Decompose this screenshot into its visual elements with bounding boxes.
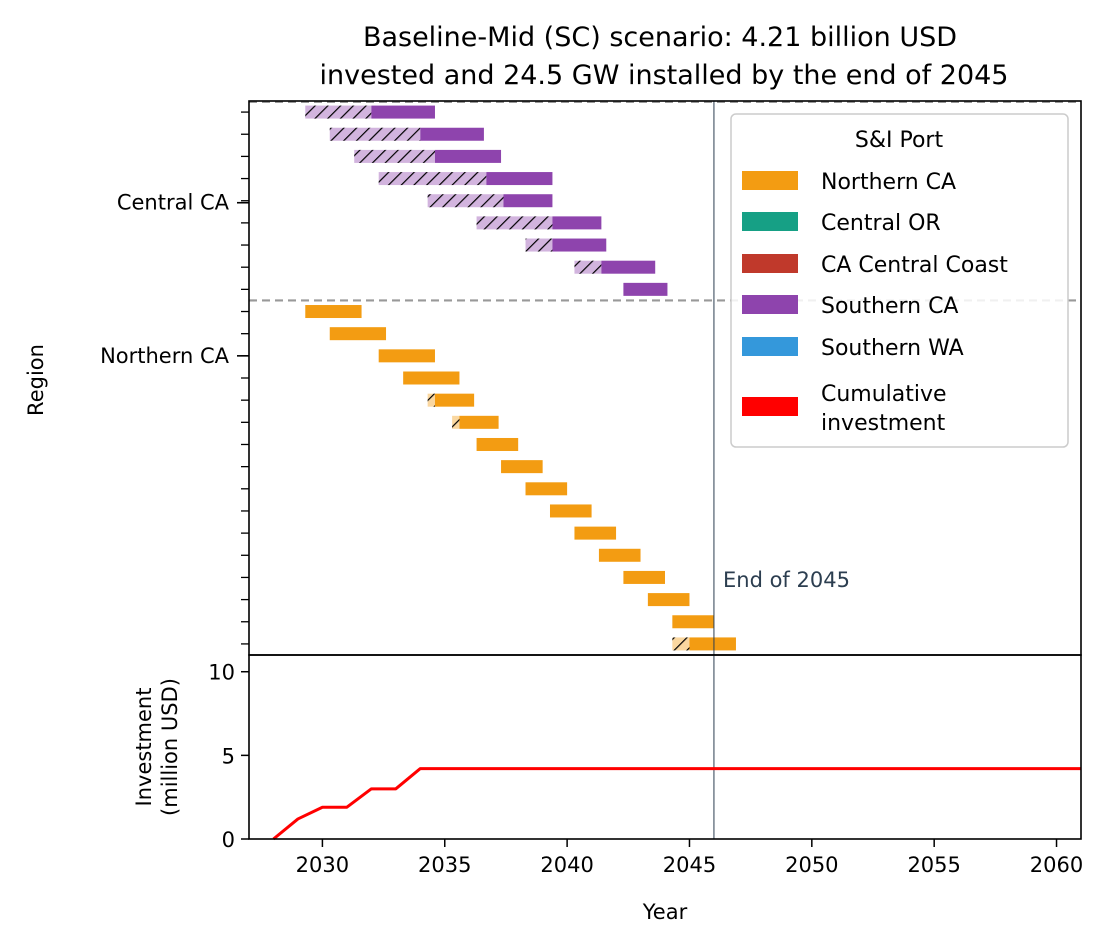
gantt-install-bar bbox=[549, 504, 592, 518]
legend-entry-label: Southern CA bbox=[821, 294, 958, 319]
legend-title: S&I Port bbox=[855, 128, 944, 153]
investment-panel: 2030 2035 2040 2045 2050 2055 2060 0 5 10 Year I… bbox=[132, 654, 1083, 924]
legend-swatch bbox=[742, 337, 798, 356]
legend-swatch bbox=[742, 254, 798, 273]
gantt-install-bar bbox=[501, 460, 543, 474]
gantt-install-bar bbox=[403, 371, 460, 385]
legend-entry-label: Northern CA bbox=[821, 170, 956, 195]
gantt-prep-hatch bbox=[427, 194, 504, 208]
legend-swatch bbox=[742, 171, 798, 190]
x-tick-label: 2055 bbox=[907, 853, 960, 877]
gantt-install-bar bbox=[672, 615, 714, 629]
gantt-prep-hatch bbox=[574, 260, 602, 274]
gantt-prep-hatch bbox=[525, 238, 553, 252]
gantt-install-bar bbox=[503, 194, 553, 208]
gantt-install-bar bbox=[420, 127, 484, 141]
gantt-install-bar bbox=[329, 327, 387, 341]
y-tick-label: 10 bbox=[208, 661, 235, 685]
gantt-install-bar bbox=[371, 105, 435, 119]
gantt-install-bar bbox=[552, 216, 602, 230]
gantt-prep-hatch bbox=[329, 127, 421, 141]
gantt-install-bar bbox=[574, 526, 617, 540]
gantt-install-bar bbox=[647, 593, 690, 607]
x-tick-label: 2060 bbox=[1030, 853, 1083, 877]
gantt-prep-hatch bbox=[476, 216, 553, 230]
chart-title-line1: Baseline-Mid (SC) scenario: 4.21 billion… bbox=[363, 22, 957, 53]
gantt-prep-hatch bbox=[427, 393, 435, 407]
investment-y-axis-label-line2: (million USD) bbox=[158, 678, 182, 816]
gantt-y-ticks bbox=[237, 111, 249, 645]
gantt-prep-hatch bbox=[672, 637, 690, 651]
investment-y-axis-label-line1: Investment bbox=[132, 688, 156, 807]
gantt-prep-hatch bbox=[378, 172, 487, 186]
gantt-y-tick-label-northern: Northern CA bbox=[100, 344, 230, 368]
legend-entry-label: CA Central Coast bbox=[821, 253, 1008, 278]
gantt-bars bbox=[305, 105, 736, 651]
investment-y-ticks: 0 5 10 bbox=[208, 661, 249, 852]
cumulative-investment-line bbox=[272, 767, 1081, 841]
legend-entries: Northern CA Central OR CA Central Coast Sou… bbox=[742, 170, 1008, 436]
gantt-install-bar bbox=[459, 415, 499, 429]
gantt-install-bar bbox=[434, 393, 475, 407]
x-tick-label: 2050 bbox=[785, 853, 838, 877]
gantt-panel: Central CA Northern CA Region End of 204… bbox=[24, 100, 1082, 656]
investment-x-axis-label: Year bbox=[642, 900, 688, 924]
legend: S&I Port Northern CA Central OR CA Central… bbox=[730, 113, 1069, 448]
legend-swatch bbox=[742, 397, 798, 416]
x-tick-label: 2045 bbox=[663, 853, 716, 877]
legend-swatch bbox=[742, 212, 798, 231]
gantt-y-axis-label: Region bbox=[24, 344, 48, 416]
gantt-install-bar bbox=[623, 282, 668, 296]
gantt-install-bar bbox=[552, 238, 607, 252]
gantt-install-bar bbox=[525, 482, 568, 496]
investment-x-ticks: 2030 2035 2040 2045 2050 2055 2060 bbox=[296, 839, 1083, 877]
y-tick-label: 5 bbox=[222, 744, 235, 768]
gantt-install-bar bbox=[623, 570, 665, 584]
gantt-prep-hatch bbox=[354, 149, 435, 163]
legend-entry-label: Cumulative investment bbox=[821, 382, 947, 436]
gantt-install-bar bbox=[305, 305, 362, 319]
end-of-2045-annotation: End of 2045 bbox=[723, 568, 850, 592]
gantt-y-tick-label-central: Central CA bbox=[117, 191, 230, 215]
chart-title-line2: invested and 24.5 GW installed by the en… bbox=[320, 60, 1009, 91]
investment-lines bbox=[272, 655, 1081, 841]
x-tick-label: 2030 bbox=[296, 853, 349, 877]
y-tick-label: 0 bbox=[222, 828, 235, 852]
gantt-prep-hatch bbox=[452, 415, 460, 429]
legend-box bbox=[730, 113, 1069, 448]
gantt-install-bar bbox=[689, 637, 736, 651]
legend-swatch bbox=[742, 295, 798, 314]
gantt-install-bar bbox=[486, 172, 553, 186]
gantt-install-bar bbox=[601, 260, 656, 274]
legend-entry-label: Central OR bbox=[821, 211, 941, 236]
gantt-prep-hatch bbox=[305, 105, 372, 119]
x-tick-label: 2040 bbox=[540, 853, 593, 877]
investment-frame bbox=[248, 654, 1082, 840]
gantt-install-bar bbox=[598, 548, 641, 562]
gantt-install-bar bbox=[378, 349, 435, 363]
x-tick-label: 2035 bbox=[418, 853, 471, 877]
gantt-install-bar bbox=[434, 149, 502, 163]
gantt-install-bar bbox=[476, 437, 519, 451]
legend-entry-label: Southern WA bbox=[821, 336, 964, 361]
